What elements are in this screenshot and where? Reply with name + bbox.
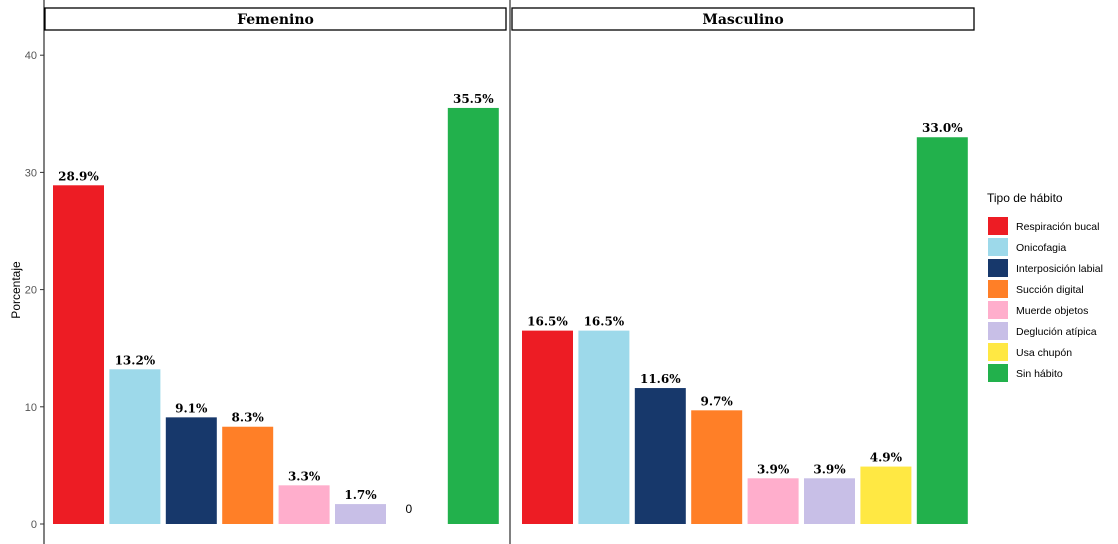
bar-data-label: 16.5%: [527, 315, 568, 329]
y-tick-label: 20: [25, 285, 37, 297]
legend-title: Tipo de hábito: [987, 191, 1063, 205]
bar-data-label: 28.9%: [58, 169, 99, 183]
legend-entry: Sin hábito: [988, 364, 1063, 382]
legend-entry: Muerde objetos: [988, 301, 1088, 319]
legend-swatch: [988, 238, 1008, 256]
bar: [278, 485, 330, 524]
legend-swatch: [988, 259, 1008, 277]
bar-data-label: 13.2%: [115, 353, 156, 367]
bar-data-label: 16.5%: [584, 315, 625, 329]
legend-label: Onicofagia: [1016, 242, 1066, 254]
bar-data-label: 0: [406, 502, 413, 516]
y-tick-label: 30: [25, 167, 37, 179]
bar-data-label: 3.9%: [813, 462, 846, 476]
y-tick-label: 40: [25, 50, 37, 62]
bar-data-label: 8.3%: [232, 411, 265, 425]
panel-strip-title: Masculino: [702, 12, 783, 28]
legend-label: Deglución atípica: [1016, 326, 1097, 338]
y-axis: 0 10 20 30 40: [25, 0, 45, 544]
legend-entry: Deglución atípica: [988, 322, 1097, 340]
panels: Femenino 28.9% 13.2% 9.1% 8.3% 3.3% 1.7% 0 35.5%…: [44, 0, 975, 544]
legend-entry: Interposición labial: [988, 259, 1103, 277]
legend-swatch: [988, 217, 1008, 235]
legend-swatch: [988, 364, 1008, 382]
legend-entry: Respiración bucal: [988, 217, 1099, 235]
panel-femenino: Femenino 28.9% 13.2% 9.1% 8.3% 3.3% 1.7% 0 35.5%: [44, 7, 507, 525]
bar-data-label: 9.7%: [701, 394, 734, 408]
legend-label: Muerde objetos: [1016, 305, 1088, 317]
bar: [447, 107, 499, 524]
panel-strip-title: Femenino: [237, 12, 314, 28]
legend: Tipo de hábito Respiración bucal Onicofag…: [987, 191, 1103, 382]
bar-data-label: 4.9%: [870, 451, 903, 465]
bar: [804, 478, 855, 524]
legend-swatch: [988, 343, 1008, 361]
legend-label: Succión digital: [1016, 284, 1084, 296]
legend-entry: Onicofagia: [988, 238, 1066, 256]
legend-entry: Usa chupón: [988, 343, 1072, 361]
legend-label: Interposición labial: [1016, 263, 1103, 275]
bar-data-label: 11.6%: [640, 372, 681, 386]
bar-data-label: 35.5%: [453, 92, 494, 106]
panel-masculino: Masculino 16.5% 16.5% 11.6% 9.7% 3.9% 3.9% 4.9%…: [509, 0, 975, 544]
y-axis-title: Porcentaje: [9, 261, 23, 319]
bar-data-label: 1.7%: [344, 488, 377, 502]
legend-swatch: [988, 280, 1008, 298]
bar-data-label: 9.1%: [175, 401, 208, 415]
bar: [522, 330, 573, 524]
bar: [109, 369, 161, 524]
legend-label: Sin hábito: [1016, 368, 1063, 380]
legend-label: Respiración bucal: [1016, 221, 1099, 233]
bar: [222, 426, 274, 524]
bar: [335, 504, 386, 524]
bar-data-label: 3.3%: [288, 469, 321, 483]
legend-entry: Succión digital: [988, 280, 1084, 298]
bar: [860, 466, 912, 524]
legend-swatch: [988, 301, 1008, 319]
bar: [747, 478, 799, 524]
bar: [578, 330, 630, 524]
bar: [53, 185, 104, 525]
legend-label: Usa chupón: [1016, 347, 1072, 359]
y-tick-label: 10: [25, 402, 37, 414]
y-tick-label: 0: [31, 519, 37, 531]
legend-swatch: [988, 322, 1008, 340]
bar-data-label: 3.9%: [757, 462, 790, 476]
bar: [165, 417, 217, 524]
bar: [691, 410, 743, 524]
bar: [916, 137, 968, 525]
panel-strip: [44, 7, 507, 31]
panel-strip: [511, 7, 975, 31]
bar-data-label: 33.0%: [922, 121, 963, 135]
bar: [634, 388, 686, 524]
